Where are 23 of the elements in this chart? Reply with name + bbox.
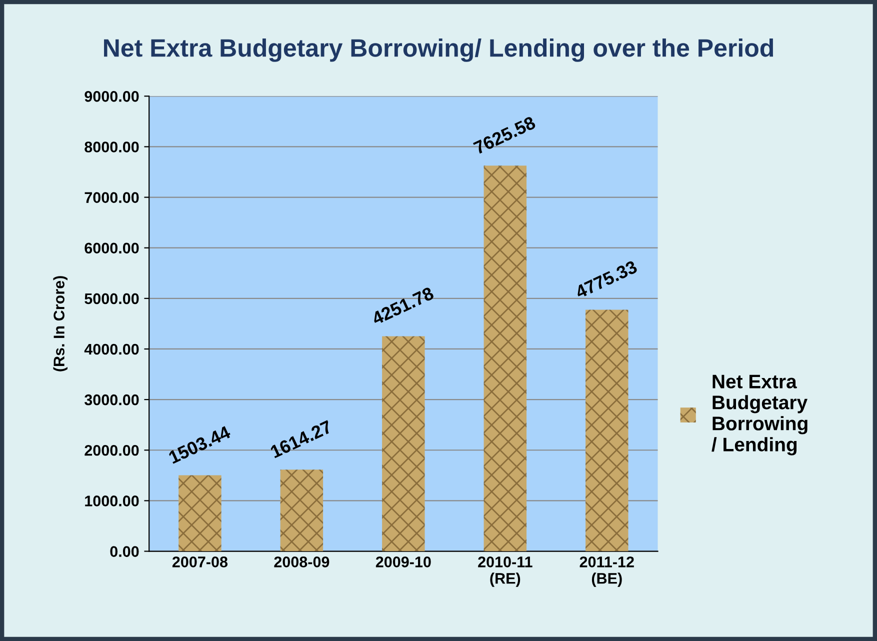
y-tick-label: 2000.00 (84, 444, 139, 456)
y-tick-label: 6000.00 (84, 242, 139, 254)
y-tick-label: 9000.00 (84, 91, 139, 102)
y-tick-label: 5000.00 (84, 293, 139, 304)
x-tick-label: 2010-11 (RE) (478, 556, 532, 587)
bar (280, 470, 324, 552)
x-tick-label: 2007-08 (172, 556, 228, 568)
y-tick-label: 8000.00 (84, 142, 139, 152)
bar (382, 336, 425, 552)
x-tick-label: 2009-10 (376, 556, 431, 568)
y-tick-label: 3000.00 (84, 394, 139, 406)
bar (586, 310, 628, 552)
y-tick-label: 0.00 (110, 546, 139, 557)
y-tick-label: 7000.00 (84, 192, 139, 203)
bar (484, 166, 527, 552)
y-tick-label: 4000.00 (84, 344, 139, 355)
x-tick-label: 2011-12 (BE) (580, 556, 634, 587)
y-axis-title: (Rs. In Crore) (53, 276, 68, 372)
x-tick-label: 2008-09 (274, 556, 330, 568)
y-tick-label: 1000.00 (85, 496, 139, 506)
legend-label: Net Extra Budgetary Borrowing / Lending (712, 374, 808, 456)
bar (178, 475, 222, 552)
chart-title: Net Extra Budgetary Borrowing/ Lending over the Period (104, 38, 774, 62)
